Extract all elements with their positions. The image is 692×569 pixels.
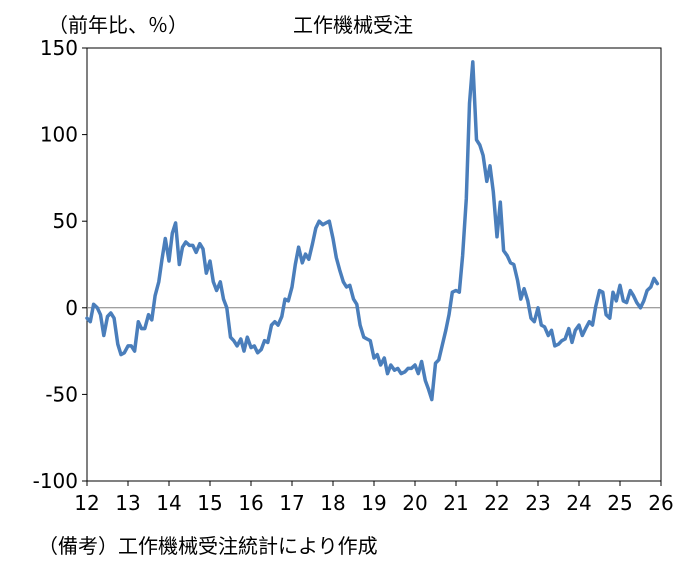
y-tick-label: -50: [45, 382, 78, 406]
x-tick-label: 22: [484, 491, 509, 515]
series-line: [85, 60, 660, 402]
x-tick-label: 15: [197, 491, 222, 515]
y-axis: -100 -50 0 50 100 150: [33, 36, 87, 493]
x-tick-label: 26: [648, 491, 673, 515]
x-tick-label: 16: [238, 491, 263, 515]
chart-title: 工作機械受注: [293, 13, 413, 37]
y-tick-label: 100: [40, 123, 78, 147]
y-axis-unit-label: （前年比、％）: [48, 13, 188, 37]
x-tick-label: 20: [402, 491, 427, 515]
x-tick-label: 23: [525, 491, 550, 515]
x-tick-label: 12: [74, 491, 99, 515]
y-tick-label: -100: [33, 469, 78, 493]
x-tick-label: 14: [156, 491, 181, 515]
x-tick-label: 21: [443, 491, 468, 515]
x-tick-label: 18: [320, 491, 345, 515]
source-note: （備考）工作機械受注統計により作成: [38, 534, 378, 558]
x-tick-label: 19: [361, 491, 386, 515]
x-tick-label: 24: [566, 491, 591, 515]
x-tick-label: 13: [115, 491, 140, 515]
plot-area: [86, 47, 662, 482]
plot-area-frame: [86, 47, 662, 482]
y-tick-label: 50: [53, 209, 78, 233]
x-tick-label: 25: [607, 491, 632, 515]
x-axis: 12 13 14 15 16 17 18 19 20 21 22 23 24 25 26: [74, 481, 674, 515]
series-line-layer: [85, 60, 660, 402]
x-tick-label: 17: [279, 491, 304, 515]
y-tick-label: 0: [65, 296, 78, 320]
y-tick-label: 150: [40, 36, 78, 60]
